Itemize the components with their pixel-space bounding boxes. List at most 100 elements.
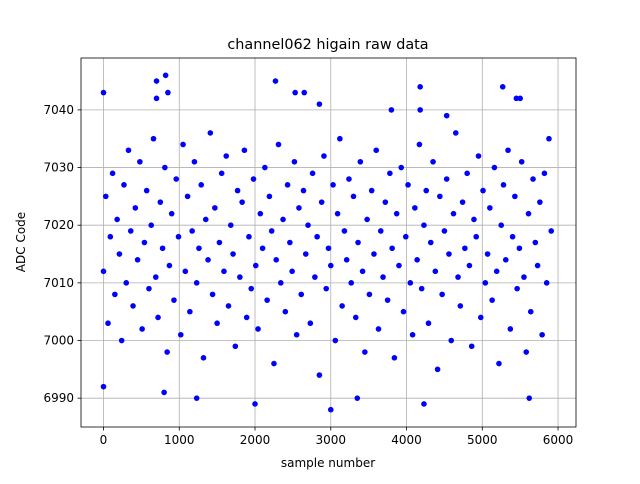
point [280,216,286,223]
point [473,233,480,240]
point [155,314,161,321]
chart-title: channel062 higain raw data [227,37,428,53]
point [266,193,273,200]
point [516,245,523,252]
y-tick-label: 6990 [43,391,74,405]
point [184,193,191,200]
point [443,112,450,119]
point [225,303,232,309]
point [362,349,368,355]
point [316,372,323,378]
point [121,182,127,188]
y-tick-label: 7010 [43,276,74,290]
point [325,245,332,252]
point [509,233,516,240]
point [464,170,470,177]
point [277,280,284,286]
x-tick-label: 6000 [543,433,574,447]
point [418,285,425,292]
point [457,303,464,309]
point [417,84,423,90]
point [321,153,327,159]
point [477,314,484,321]
point [523,349,530,355]
point [423,187,430,194]
x-tick-label: 0 [100,433,108,447]
point [318,199,325,205]
point [257,210,264,217]
point [223,153,230,159]
point [116,251,123,257]
point [527,308,534,315]
x-tick-label: 5000 [467,433,498,447]
point [198,182,205,188]
point [153,78,160,84]
point [200,355,207,361]
point [189,228,195,234]
point [548,228,555,234]
point [452,130,459,136]
point [262,164,268,171]
point [127,228,134,234]
point [514,285,520,292]
point [500,182,507,188]
point [414,256,420,263]
point [314,233,320,240]
point [175,233,182,240]
point [107,233,114,240]
point [259,245,266,252]
point [296,205,302,211]
point [475,153,482,159]
point [532,239,539,246]
point [284,182,291,188]
point [330,182,336,188]
point [432,268,439,275]
point [105,320,111,327]
point [332,337,339,344]
point [182,268,189,275]
point [298,291,305,298]
point [221,268,227,275]
point [421,401,427,407]
point [289,268,295,275]
point [118,337,125,344]
point [307,320,314,327]
point [525,210,532,217]
point [327,262,334,269]
point [546,135,552,142]
point [484,251,491,257]
point [396,262,402,269]
y-axis-label: ADC Code [14,212,28,272]
point [234,187,241,194]
point [323,285,330,292]
point [350,193,357,200]
point [168,210,175,217]
point [148,222,155,229]
point [354,395,361,401]
point [130,303,136,309]
point [125,147,132,154]
point [305,222,311,229]
point [316,101,323,107]
point [252,262,259,269]
point [407,280,414,286]
point [339,303,345,309]
point [312,274,318,280]
point [448,337,455,344]
point [271,360,277,367]
point [137,158,143,165]
point [526,395,533,401]
point [161,389,167,396]
point [459,199,466,205]
point [173,176,180,182]
point [146,285,152,292]
point [205,256,211,263]
point [164,349,170,355]
point [153,95,160,102]
y-tick-label: 7040 [43,103,74,117]
point [441,228,448,234]
point [543,280,550,286]
point [243,314,250,321]
point [366,291,373,298]
point [150,135,157,142]
